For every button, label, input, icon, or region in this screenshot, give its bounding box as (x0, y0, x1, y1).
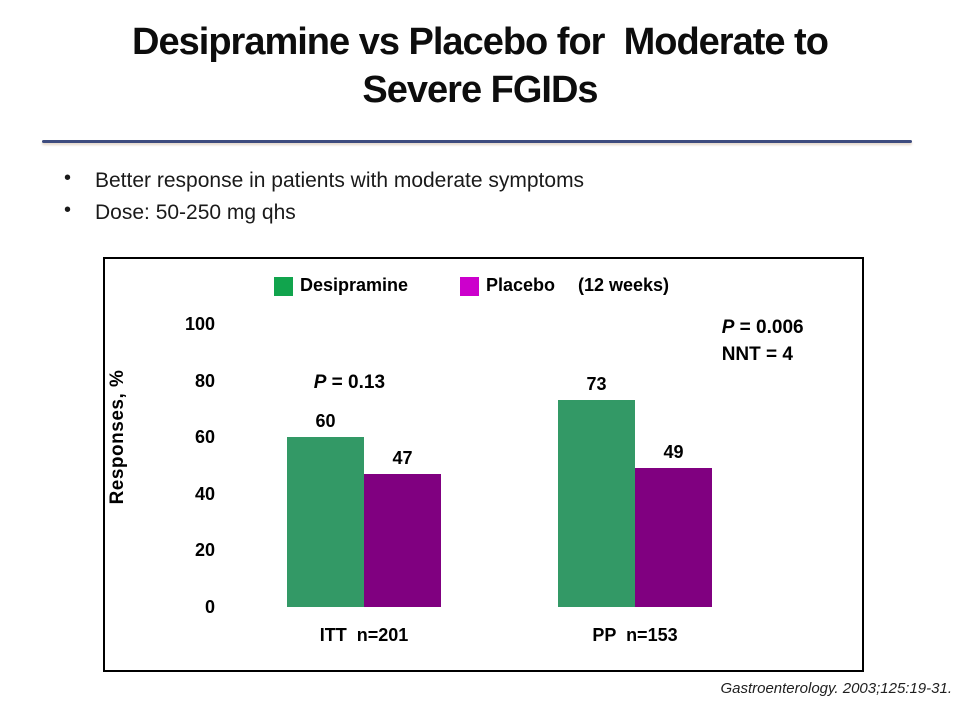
legend-note: (12 weeks) (578, 275, 670, 295)
legend-swatch-desipramine (274, 277, 293, 296)
bar-value-placebo-pp: 49 (663, 442, 684, 462)
annotation-p-itt-prefix: P (313, 372, 327, 393)
slide-title: Desipramine vs Placebo for Moderate to S… (0, 18, 960, 114)
annotation-p-pp-prefix: P (721, 317, 735, 338)
chart-frame: Desipramine Placebo (12 weeks) P = 0.13 … (103, 257, 864, 672)
slide-title-line-2: Severe FGIDs (362, 69, 598, 111)
bullet-dot-icon: • (64, 167, 72, 189)
bar-value-desipramine-itt: 60 (315, 411, 336, 431)
bullet-text: Better response in patients with moderat… (95, 169, 585, 192)
y-tick-60: 60 (194, 427, 215, 448)
title-divider (42, 140, 912, 143)
bar-desipramine-itt (287, 437, 364, 607)
y-tick-80: 80 (194, 370, 215, 391)
bar-desipramine-pp (558, 400, 635, 607)
bar-value-desipramine-pp: 73 (586, 374, 607, 394)
slide-title-line-1: Desipramine vs Placebo for Moderate to (132, 21, 829, 63)
x-label-itt: ITT n=201 (319, 625, 409, 645)
bullet-list: • Better response in patients with moder… (64, 165, 585, 229)
annotation-p-pp-text: = 0.006 (734, 317, 804, 338)
annotation-p-itt: P = 0.13 (282, 347, 385, 419)
legend-label-placebo: Placebo (486, 275, 556, 295)
y-tick-20: 20 (194, 540, 215, 561)
bar-placebo-pp (635, 468, 712, 607)
y-tick-0: 0 (204, 597, 215, 617)
bullet-item: • Dose: 50-250 mg qhs (64, 197, 584, 228)
annotation-p-itt-text: = 0.13 (326, 372, 386, 393)
annotation-nnt: NNT = 4 (690, 319, 793, 391)
bullet-item: • Better response in patients with moder… (64, 165, 585, 196)
y-tick-100: 100 (184, 314, 215, 334)
bullet-dot-icon: • (64, 199, 72, 221)
legend-label-desipramine: Desipramine (300, 275, 409, 295)
bullet-text: Dose: 50-250 mg qhs (95, 201, 296, 224)
citation: Gastroenterology. 2003;125:19-31. (720, 680, 952, 697)
bar-value-placebo-itt: 47 (392, 448, 413, 468)
annotation-nnt-text: NNT = 4 (721, 344, 793, 365)
annotation-p-pp: P = 0.006 (690, 292, 804, 364)
y-tick-40: 40 (194, 483, 215, 504)
y-axis-label: Responses, % (107, 369, 128, 505)
x-label-pp: PP n=153 (592, 625, 678, 645)
bar-placebo-itt (364, 474, 441, 607)
legend-swatch-placebo (460, 277, 479, 296)
